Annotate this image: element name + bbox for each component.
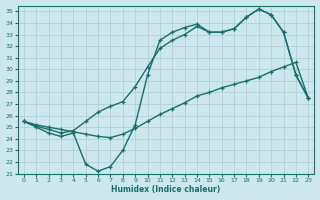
X-axis label: Humidex (Indice chaleur): Humidex (Indice chaleur) (111, 185, 221, 194)
